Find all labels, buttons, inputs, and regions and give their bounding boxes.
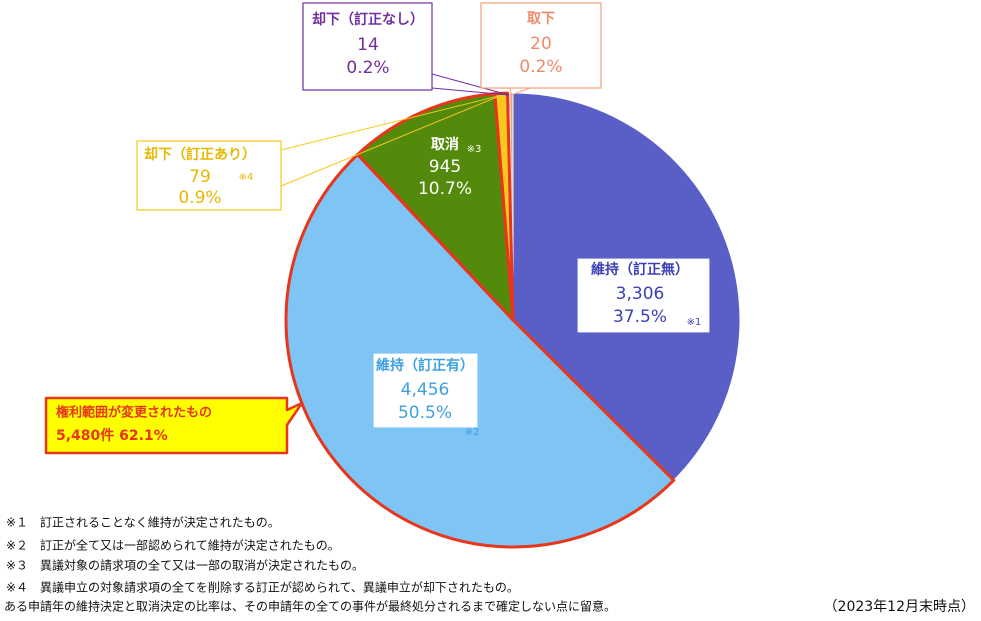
value-label: 79 (189, 167, 211, 187)
slice-label: 取下 (527, 11, 555, 27)
label-box (136, 140, 282, 211)
percent-label: 37.5% (613, 307, 667, 327)
slice-label: 却下（訂正あり） (144, 146, 256, 163)
label-box (480, 2, 602, 89)
as-of-date: （2023年12月末時点） (824, 599, 975, 615)
value-label: 4,456 (401, 380, 450, 400)
percent-label: 50.5% (398, 403, 452, 423)
slice-label: 維持（訂正無） (591, 261, 689, 278)
percent-label: 10.7% (418, 179, 472, 199)
note-mark: ※1 (687, 317, 702, 328)
note-mark: ※4 (239, 172, 254, 183)
leader-line (509, 87, 531, 96)
highlight-title: 権利範囲が変更されたもの (56, 405, 212, 421)
percent-label: 0.9% (178, 188, 221, 208)
footnote: ※１ 訂正されることなく維持が決定されたもの。 (6, 515, 280, 530)
slice-outline (284, 152, 676, 549)
leader-line (431, 73, 509, 96)
leader-line (280, 94, 502, 187)
highlight-box (44, 396, 304, 455)
value-label: 3,306 (616, 284, 665, 304)
value-label: 20 (530, 34, 552, 54)
footnote: ※４ 異議申立の対象請求項の全てを削除する訂正が認められて、異議申立が却下された… (6, 580, 519, 595)
label-box (412, 132, 485, 201)
percent-label: 0.2% (346, 58, 389, 78)
label-box (302, 2, 433, 91)
footnote: ※３ 異議対象の請求項の全て又は一部の取消が決定されたもの。 (6, 558, 364, 573)
slice-label: 却下（訂正なし） (312, 11, 424, 28)
label-box (576, 257, 711, 334)
footnote: ある申請年の維持決定と取消決定の比率は、その申請年の全ての事件が最終処分されるま… (4, 599, 616, 614)
highlight-text: 5,480件 62.1% (56, 427, 168, 444)
percent-label: 0.2% (519, 57, 562, 77)
label-box (372, 352, 479, 429)
footnote: ※２ 訂正が全て又は一部認められて維持が決定されたもの。 (6, 538, 340, 553)
value-label: 14 (357, 35, 379, 55)
slice-label: 維持（訂正有） (376, 357, 474, 374)
note-mark: ※2 (465, 427, 480, 438)
note-mark: ※3 (467, 144, 482, 155)
slice-label: 取消 (431, 136, 459, 153)
value-label: 945 (429, 157, 461, 177)
slice-outline (356, 92, 515, 322)
